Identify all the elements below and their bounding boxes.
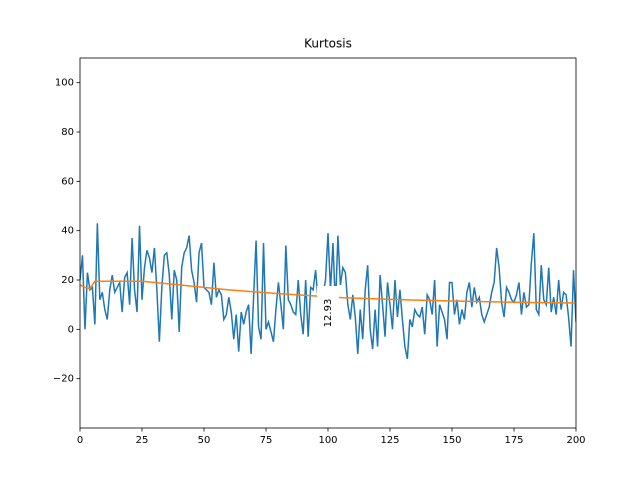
axes-frame [79, 57, 577, 429]
annotation: 12.93 [317, 286, 339, 340]
chart-title: Kurtosis [304, 37, 352, 51]
x-tick-label: 200 [566, 435, 585, 446]
y-tick-label: 0 [68, 324, 74, 335]
y-tick-label: −20 [53, 374, 74, 385]
x-tick-label: 100 [318, 435, 337, 446]
x-tick-label: 75 [260, 435, 273, 446]
y-tick-label: 60 [61, 176, 74, 187]
x-tick-label: 175 [504, 435, 523, 446]
x-tick-label: 125 [380, 435, 399, 446]
y-tick-label: 100 [55, 78, 74, 89]
annotation-box [317, 286, 339, 340]
x-tick-label: 50 [198, 435, 211, 446]
data-line [80, 280, 576, 304]
x-tick-label: 150 [442, 435, 461, 446]
x-tick-label: 0 [77, 435, 83, 446]
x-tick-label: 25 [136, 435, 149, 446]
y-tick-label: 20 [61, 275, 74, 286]
data-line [80, 223, 576, 360]
annotation-text: 12.93 [323, 299, 334, 328]
y-tick-label: 40 [61, 226, 74, 237]
y-tick-label: 80 [61, 127, 74, 138]
